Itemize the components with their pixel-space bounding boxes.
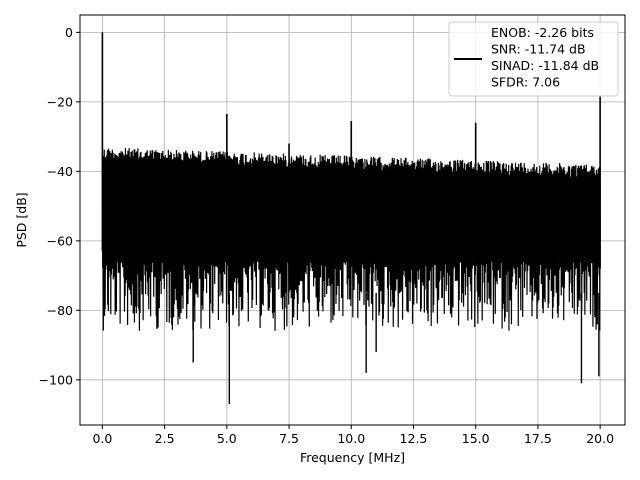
series-psd (101, 32, 601, 405)
legend-enob: ENOB: -2.26 bits (491, 25, 594, 40)
legend-sfdr: SFDR: 7.06 (491, 75, 560, 90)
x-tick-label: 17.5 (524, 431, 552, 446)
x-axis-label: Frequency [MHz] (300, 450, 405, 465)
x-axis-ticks: 0.0 2.5 5.0 7.5 10.0 12.5 15.0 17.5 20.0 (92, 425, 614, 446)
y-axis-ticks: 0 −20 −40 −60 −80 −100 (39, 25, 80, 387)
legend-sinad: SINAD: -11.84 dB (491, 58, 599, 73)
y-tick-label: −100 (39, 372, 73, 387)
x-tick-label: 2.5 (155, 431, 175, 446)
y-tick-label: −60 (47, 233, 73, 248)
x-tick-label: 0.0 (92, 431, 112, 446)
legend: ENOB: -2.26 bits SNR: -11.74 dB SINAD: -… (448, 21, 619, 97)
y-axis-label: PSD [dB] (14, 192, 29, 247)
x-tick-label: 20.0 (586, 431, 614, 446)
x-tick-label: 10.0 (337, 431, 365, 446)
plot-frame (79, 14, 626, 426)
x-tick-label: 5.0 (217, 431, 237, 446)
legend-snr: SNR: -11.74 dB (491, 42, 586, 57)
y-tick-label: 0 (65, 25, 73, 40)
y-tick-label: −20 (47, 94, 73, 109)
y-tick-label: −80 (47, 303, 73, 318)
legend-box (448, 21, 619, 97)
x-tick-label: 12.5 (400, 431, 428, 446)
x-tick-label: 7.5 (279, 431, 299, 446)
y-tick-label: −40 (47, 164, 73, 179)
x-tick-label: 15.0 (462, 431, 490, 446)
